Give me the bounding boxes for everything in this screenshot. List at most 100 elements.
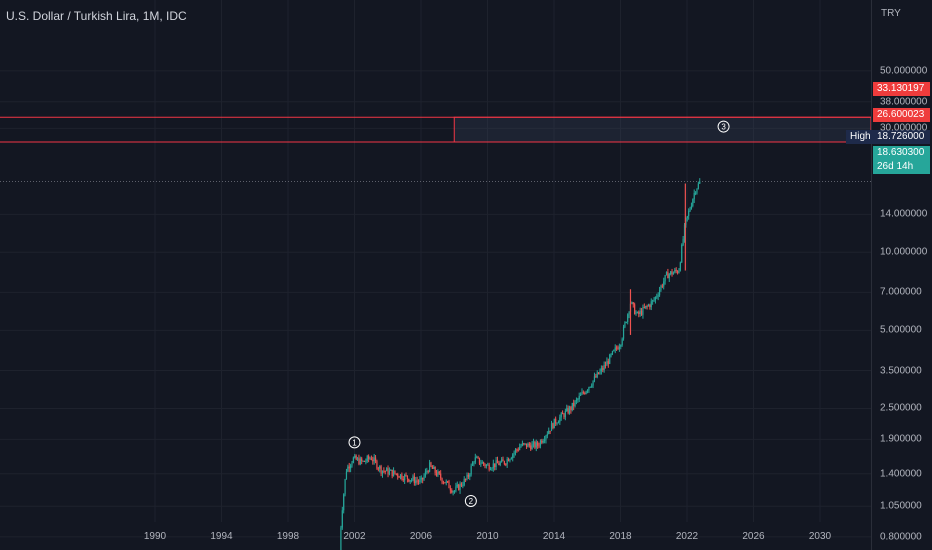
candle-body — [567, 408, 569, 414]
bar-countdown-tag: 26d 14h — [873, 160, 930, 174]
annotation-label: 2 — [469, 497, 474, 506]
candle-body — [388, 470, 391, 475]
candle-body — [683, 224, 686, 239]
high-price-tag: 18.726000 — [873, 130, 930, 144]
candle-body — [632, 302, 634, 305]
candle-body — [485, 464, 487, 467]
high-label: High — [846, 130, 875, 144]
candle-body — [557, 422, 560, 424]
candle-body — [564, 410, 566, 418]
y-tick-label: 10.000000 — [880, 246, 928, 258]
candle-body — [657, 295, 659, 297]
candle-body — [616, 347, 618, 349]
candle-body — [344, 479, 346, 495]
candle-body — [473, 462, 475, 464]
candle-body — [516, 449, 518, 451]
candle-body — [642, 307, 644, 315]
candle-body — [653, 300, 655, 302]
y-tick-label: 5.000000 — [880, 324, 922, 336]
candle-body — [458, 484, 460, 491]
y-tick-label: 1.400000 — [880, 468, 922, 480]
candle-body — [435, 472, 438, 476]
candle-body — [647, 304, 650, 307]
candle-body — [571, 402, 573, 411]
candle-body — [543, 439, 546, 441]
candle-body — [489, 469, 492, 471]
x-tick-label: 2030 — [808, 531, 832, 542]
x-tick-label: 2002 — [343, 531, 366, 542]
candle-body — [591, 385, 593, 387]
candle-body — [359, 458, 361, 465]
candle-body — [483, 462, 485, 465]
candle-body — [665, 272, 668, 276]
candle-body — [524, 443, 526, 445]
candle-body — [365, 461, 367, 463]
candle-body — [634, 304, 636, 315]
annotation-marker — [464, 494, 477, 507]
zone-bottom-price-tag: 26.600023 — [873, 108, 930, 122]
candle-body — [484, 464, 486, 467]
y-tick-label: 7.000000 — [880, 286, 922, 298]
candle-body — [689, 208, 691, 212]
candle-body — [549, 430, 551, 432]
candle-body — [495, 460, 497, 468]
target-zone-box — [453, 116, 872, 143]
candle-body — [556, 423, 558, 425]
candle-body — [491, 468, 493, 470]
x-tick-label: 2026 — [742, 531, 765, 542]
candle-body — [614, 347, 616, 350]
candle-body — [413, 476, 415, 484]
x-tick-label: 2010 — [476, 531, 499, 542]
candle-body — [387, 468, 389, 475]
candle-body — [368, 456, 370, 459]
candle-body — [502, 459, 504, 462]
y-tick-label: 14.000000 — [880, 208, 928, 220]
candle-body — [618, 346, 620, 350]
candle-body — [372, 459, 374, 462]
candle-body — [477, 457, 479, 459]
candle-body — [460, 483, 463, 486]
candle-body — [510, 458, 512, 460]
candle-body — [523, 443, 525, 445]
candle-body — [621, 338, 623, 346]
candle-body — [620, 345, 622, 347]
candle-body — [686, 216, 688, 219]
candle-body — [412, 476, 414, 480]
candle-body — [581, 392, 583, 395]
last-price-tag: 18.630300 — [873, 146, 930, 160]
y-tick-label: 38.000000 — [880, 96, 928, 108]
candle-body — [528, 443, 530, 446]
x-tick-label: 2014 — [542, 531, 566, 542]
candle-body — [480, 463, 482, 465]
candle-body — [341, 510, 343, 528]
candle-body — [521, 443, 524, 446]
x-tick-label: 1990 — [143, 531, 167, 542]
candle-body — [455, 486, 457, 491]
candle-body — [531, 443, 533, 450]
candle-body — [678, 270, 680, 274]
candle-body — [592, 380, 594, 386]
candle-body — [462, 485, 464, 487]
candle-body — [578, 395, 580, 400]
candle-body — [442, 482, 445, 484]
candle-body — [563, 414, 565, 418]
candle-body — [401, 474, 403, 479]
candle-body — [638, 312, 640, 315]
candle-body — [635, 312, 637, 315]
candle-body — [696, 188, 698, 193]
candle-body — [416, 480, 418, 482]
candle-body — [631, 302, 633, 304]
candle-body — [390, 469, 392, 471]
candle-body — [622, 326, 625, 339]
candle-body — [374, 457, 377, 461]
candle-body — [394, 470, 396, 474]
candle-body — [538, 445, 540, 447]
candle-body — [386, 468, 388, 472]
candle-body — [373, 457, 375, 462]
candle-body — [577, 399, 579, 401]
candle-body — [525, 443, 528, 448]
candle-body — [613, 349, 615, 352]
candle-body — [693, 192, 695, 200]
candle-body — [575, 399, 578, 401]
